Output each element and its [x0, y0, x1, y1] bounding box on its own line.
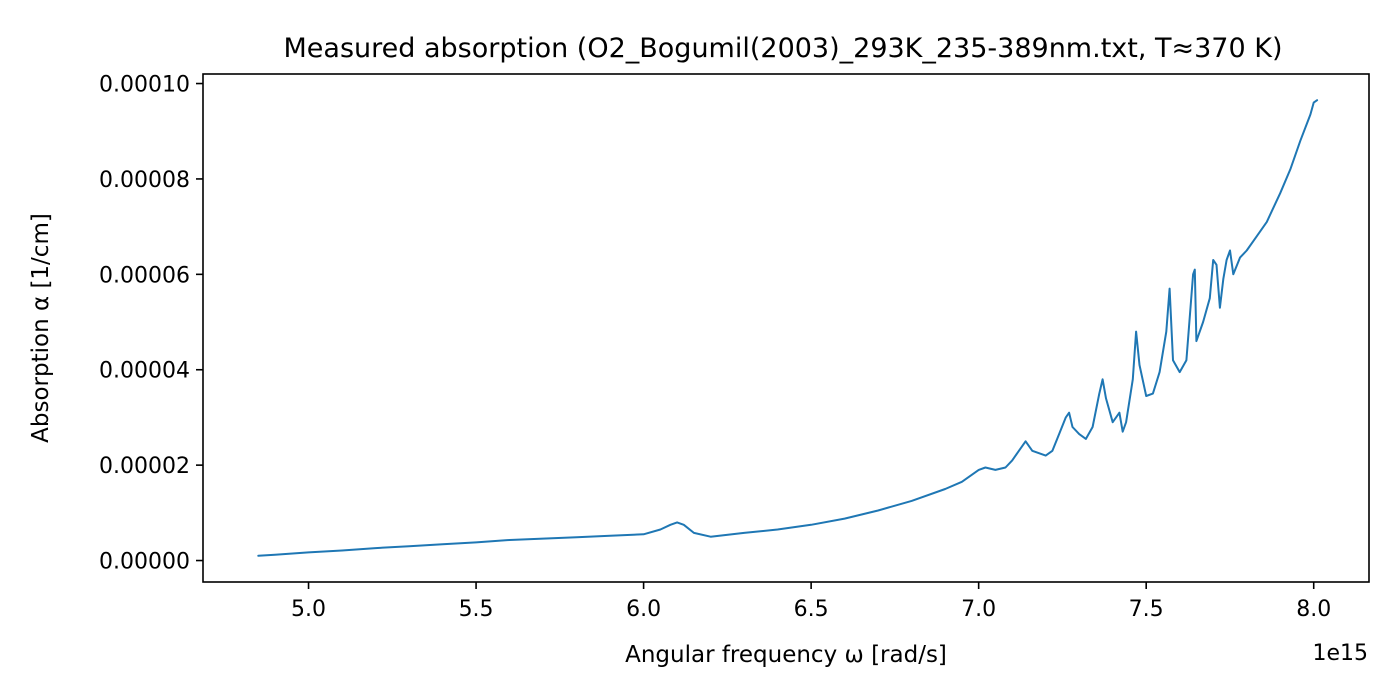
x-axis: 5.0 5.5 6.0 6.5 7.0 7.5 8.0: [291, 582, 1331, 622]
plot-area-frame: [202, 73, 1370, 583]
x-tick-label: 5.0: [291, 597, 326, 622]
y-tick-label: 0.00004: [99, 359, 190, 384]
x-axis-offset-label: 1e15: [1312, 641, 1368, 666]
x-axis-label: Angular frequency ω [rad/s]: [625, 642, 947, 668]
y-tick-label: 0.00002: [99, 454, 190, 479]
x-tick-label: 7.5: [1129, 597, 1164, 622]
absorption-series-line: [257, 99, 1319, 557]
x-tick-label: 8.0: [1296, 597, 1331, 622]
x-tick-label: 7.0: [961, 597, 996, 622]
x-tick-label: 6.5: [794, 597, 829, 622]
y-tick-label: 0.00000: [99, 550, 190, 575]
y-tick-label: 0.00006: [99, 263, 190, 288]
x-tick-label: 6.0: [626, 597, 661, 622]
y-tick-label: 0.00008: [99, 168, 190, 193]
chart-title: Measured absorption (O2_Bogumil(2003)_29…: [284, 33, 1283, 64]
x-tick-label: 5.5: [459, 597, 494, 622]
y-tick-label: 0.00010: [99, 73, 190, 98]
y-axis-label: Absorption α [1/cm]: [28, 213, 54, 443]
y-axis: 0.00000 0.00002 0.00004 0.00006 0.00008 0.000…: [99, 73, 203, 575]
